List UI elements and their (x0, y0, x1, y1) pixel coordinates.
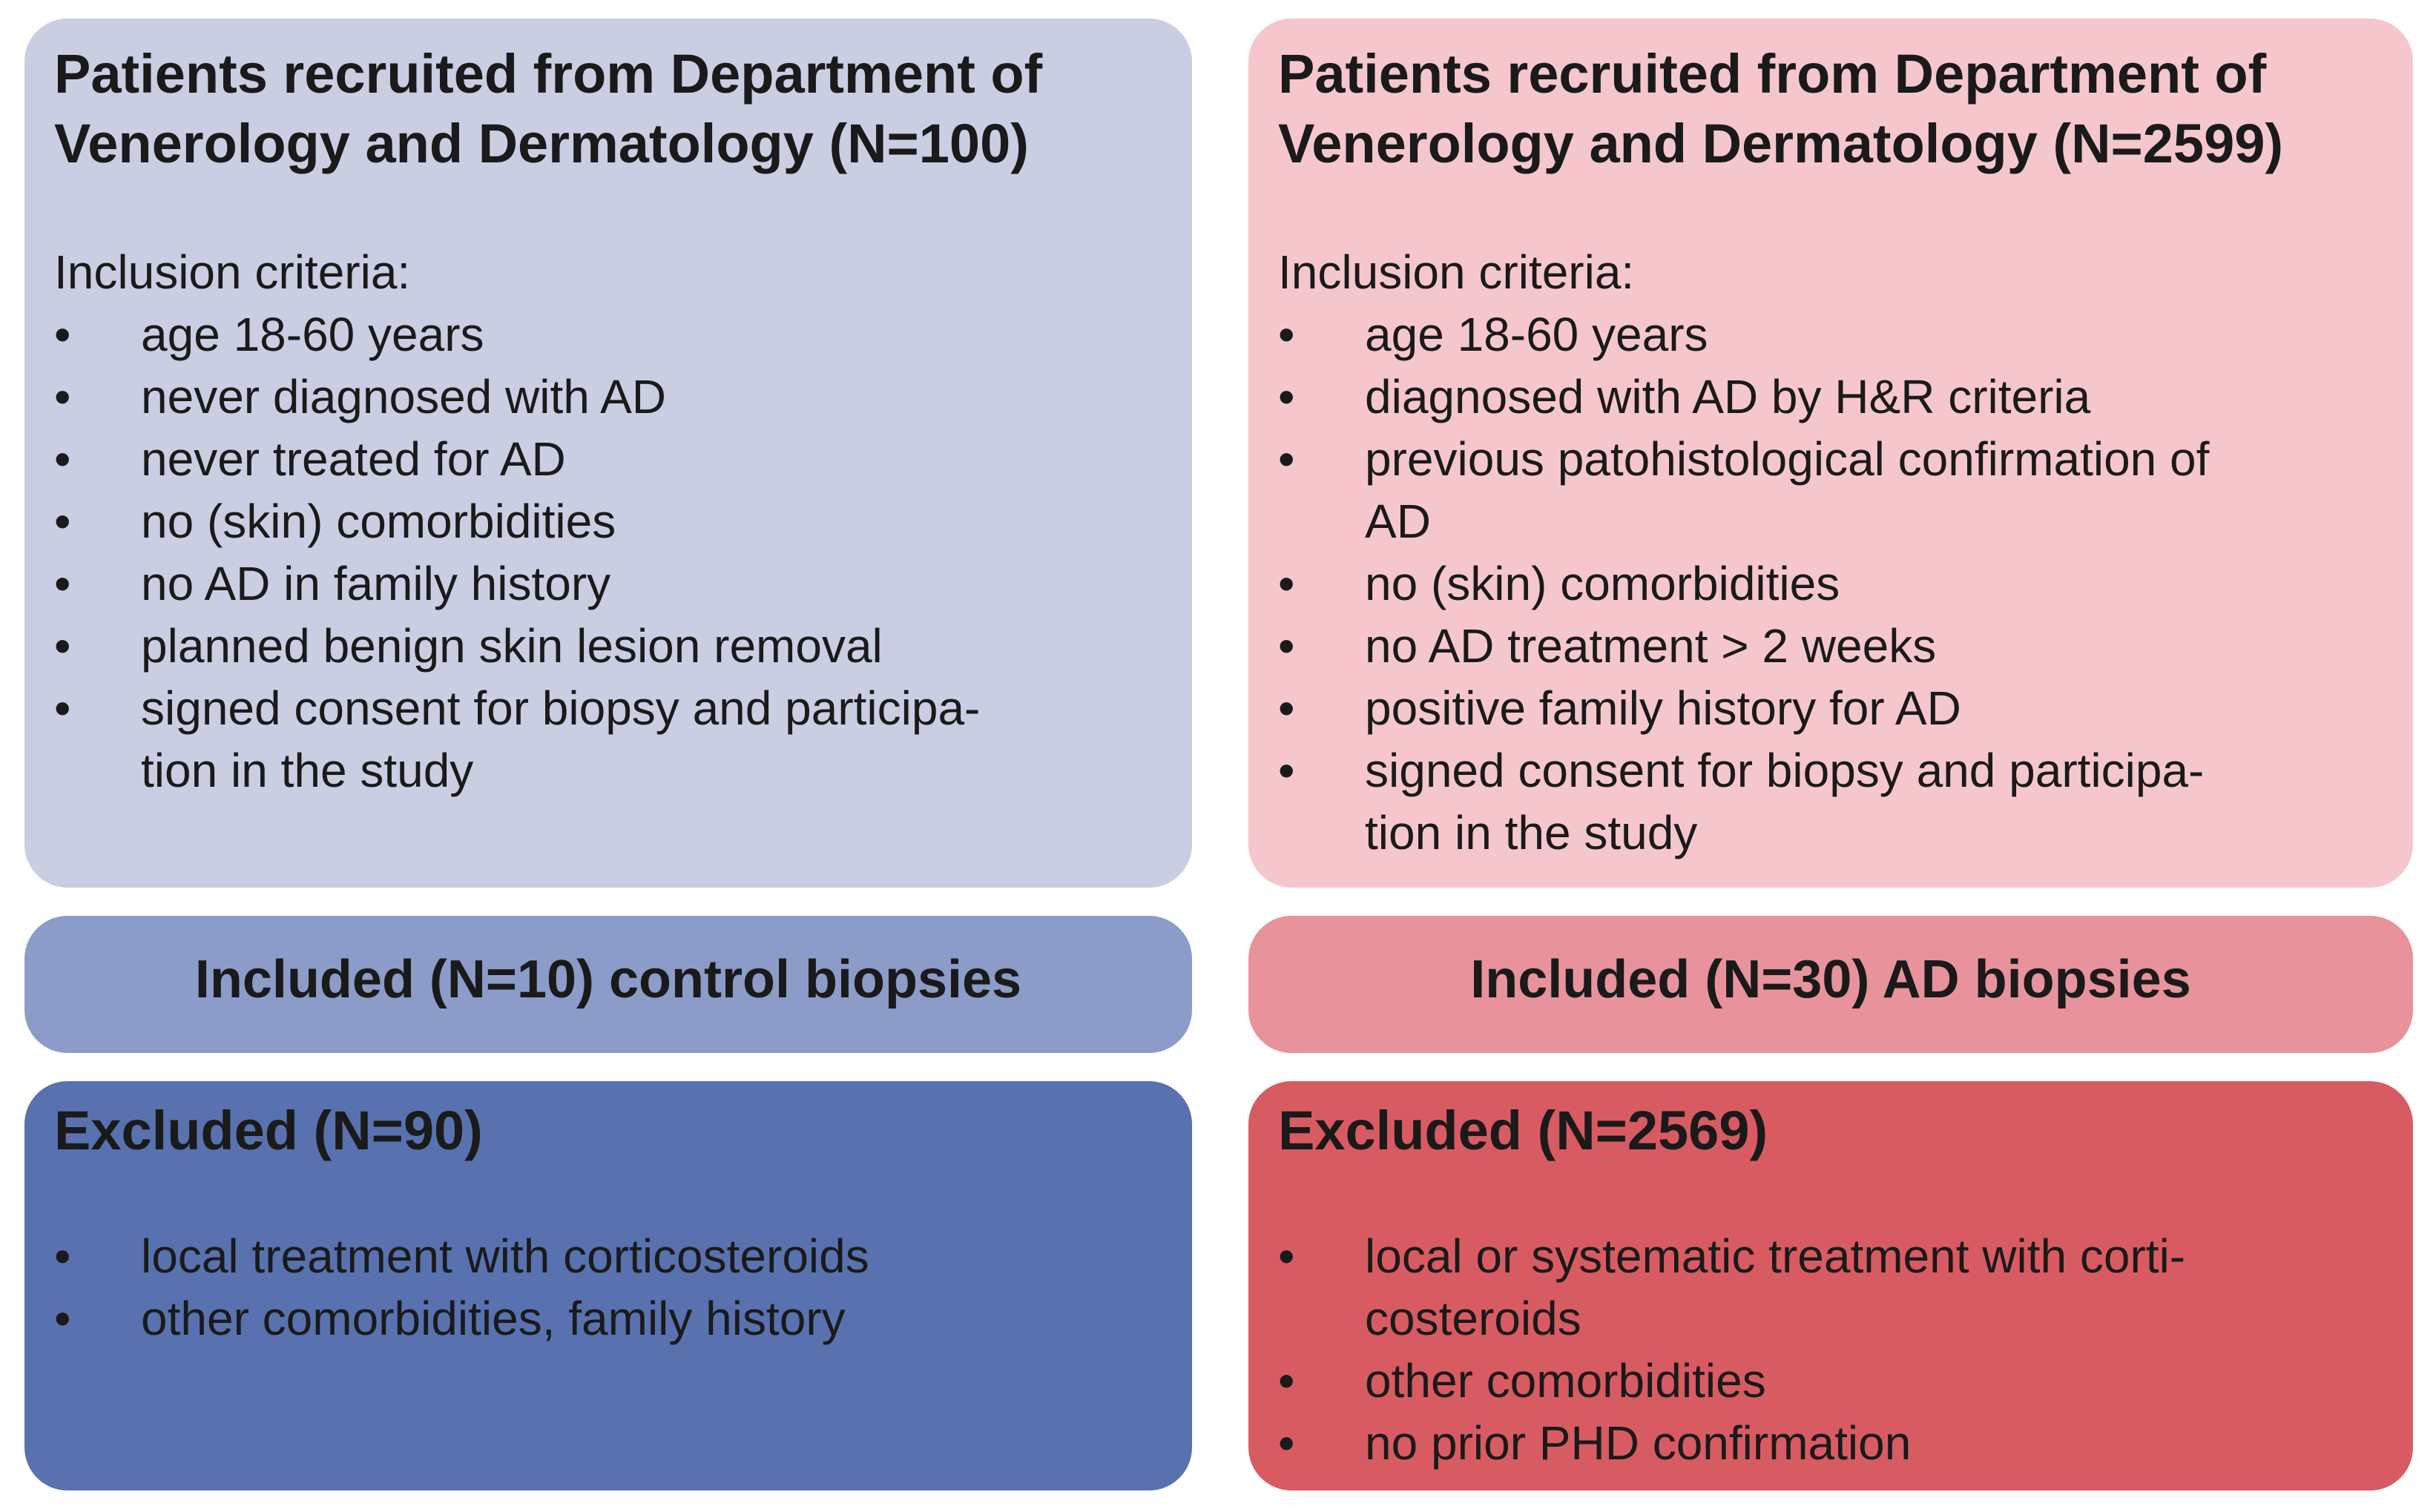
bullet-text: diagnosed with AD by H&R criteria (1365, 370, 2091, 423)
bullet-item: • no AD in family history (54, 552, 1162, 615)
bullet-text: age 18-60 years (141, 308, 484, 361)
bullet-item: • no (skin) comorbidities (54, 490, 1162, 552)
control-included-label: Included (N=10) control biopsies (194, 949, 1022, 1009)
ad-excluded-reasons-list: • local or systematic treatment with cort… (1278, 1225, 2383, 1474)
bullet-text: never treated for AD (141, 432, 566, 486)
bullet-text: signed consent for biopsy and participa-… (141, 681, 981, 797)
bullet-item: • other comorbidities, family history (54, 1287, 1162, 1350)
bullet-icon: • (1278, 1229, 1295, 1283)
control-excluded-reasons-list: • local treatment with corticosteroids • ot… (54, 1225, 1162, 1350)
spacer (1278, 179, 2383, 241)
bullet-item: • diagnosed with AD by H&R criteria (1278, 366, 2383, 428)
bullet-icon: • (54, 308, 71, 361)
bullet-text: other comorbidities (1365, 1354, 1766, 1407)
control-recruited-title: Patients recruited from Department of Ve… (54, 43, 1043, 174)
bullet-icon: • (54, 619, 71, 673)
bullet-item: • signed consent for biopsy and participa… (1278, 739, 2383, 864)
bullet-item: • other comorbidities (1278, 1350, 2383, 1412)
control-excluded-title: Excluded (N=90) (54, 1100, 483, 1161)
bullet-icon: • (54, 432, 71, 486)
bullet-item: • planned benign skin lesion removal (54, 615, 1162, 677)
bullet-item: • no (skin) comorbidities (1278, 552, 2383, 615)
bullet-text: no prior PHD confirmation (1365, 1416, 1912, 1470)
bullet-icon: • (1278, 619, 1295, 673)
bullet-icon: • (1278, 1416, 1295, 1470)
bullet-text: no (skin) comorbidities (141, 495, 616, 548)
bullet-text: other comorbidities, family history (141, 1292, 846, 1345)
bullet-text: positive family history for AD (1365, 681, 1961, 735)
bullet-item: • never treated for AD (54, 428, 1162, 490)
bullet-item: • local or systematic treatment with cort… (1278, 1225, 2383, 1350)
bullet-icon: • (54, 495, 71, 548)
bullet-item: • local treatment with corticosteroids (54, 1225, 1162, 1287)
bullet-icon: • (1278, 557, 1295, 610)
bullet-icon: • (54, 370, 71, 423)
bullet-item: • signed consent for biopsy and participa… (54, 677, 1162, 802)
bullet-icon: • (54, 681, 71, 735)
bullet-item: • positive family history for AD (1278, 677, 2383, 739)
bullet-icon: • (1278, 1354, 1295, 1407)
bullet-icon: • (1278, 308, 1295, 361)
bullet-item: • no prior PHD confirmation (1278, 1412, 2383, 1474)
bullet-icon: • (1278, 681, 1295, 735)
ad-inclusion-criteria-list: • age 18-60 years • diagnosed with AD by H&… (1278, 303, 2383, 864)
bullet-item: • never diagnosed with AD (54, 366, 1162, 428)
ad-included-label: Included (N=30) AD biopsies (1470, 949, 2191, 1009)
bullet-text: never diagnosed with AD (141, 370, 666, 423)
bullet-icon: • (54, 1229, 71, 1283)
bullet-text: signed consent for biopsy and participa-… (1365, 744, 2205, 859)
bullet-text: previous patohistological confirmation o… (1365, 432, 2210, 548)
bullet-icon: • (1278, 744, 1295, 797)
control-inclusion-criteria-label: Inclusion criteria: (54, 245, 411, 299)
bullet-text: no AD treatment > 2 weeks (1365, 619, 1937, 673)
bullet-text: no (skin) comorbidities (1365, 557, 1840, 610)
control-inclusion-criteria-list: • age 18-60 years • never diagnosed with AD… (54, 303, 1162, 802)
control-recruited-box: Patients recruited from Department of Ve… (24, 19, 1192, 888)
ad-excluded-box: Excluded (N=2569) • local or systematic t… (1248, 1081, 2413, 1490)
bullet-text: planned benign skin lesion removal (141, 619, 883, 673)
ad-inclusion-criteria-label: Inclusion criteria: (1278, 245, 1635, 299)
bullet-icon: • (1278, 432, 1295, 486)
bullet-text: local treatment with corticosteroids (141, 1229, 869, 1283)
ad-recruited-box: Patients recruited from Department of Ve… (1248, 19, 2413, 888)
control-included-box: Included (N=10) control biopsies (24, 916, 1192, 1053)
bullet-text: age 18-60 years (1365, 308, 1708, 361)
bullet-item: • no AD treatment > 2 weeks (1278, 615, 2383, 677)
ad-included-box: Included (N=30) AD biopsies (1248, 916, 2413, 1053)
bullet-icon: • (54, 557, 71, 610)
bullet-item: • age 18-60 years (54, 303, 1162, 366)
bullet-item: • age 18-60 years (1278, 303, 2383, 366)
ad-excluded-title: Excluded (N=2569) (1278, 1100, 1768, 1161)
bullet-icon: • (54, 1292, 71, 1345)
ad-recruited-title: Patients recruited from Department of Ve… (1278, 43, 2284, 174)
bullet-text: no AD in family history (141, 557, 611, 610)
bullet-icon: • (1278, 370, 1295, 423)
bullet-text: local or systematic treatment with corti… (1365, 1229, 2186, 1345)
spacer (54, 179, 1162, 241)
bullet-item: • previous patohistological confirmation … (1278, 428, 2383, 552)
control-excluded-box: Excluded (N=90) • local treatment with co… (24, 1081, 1192, 1490)
